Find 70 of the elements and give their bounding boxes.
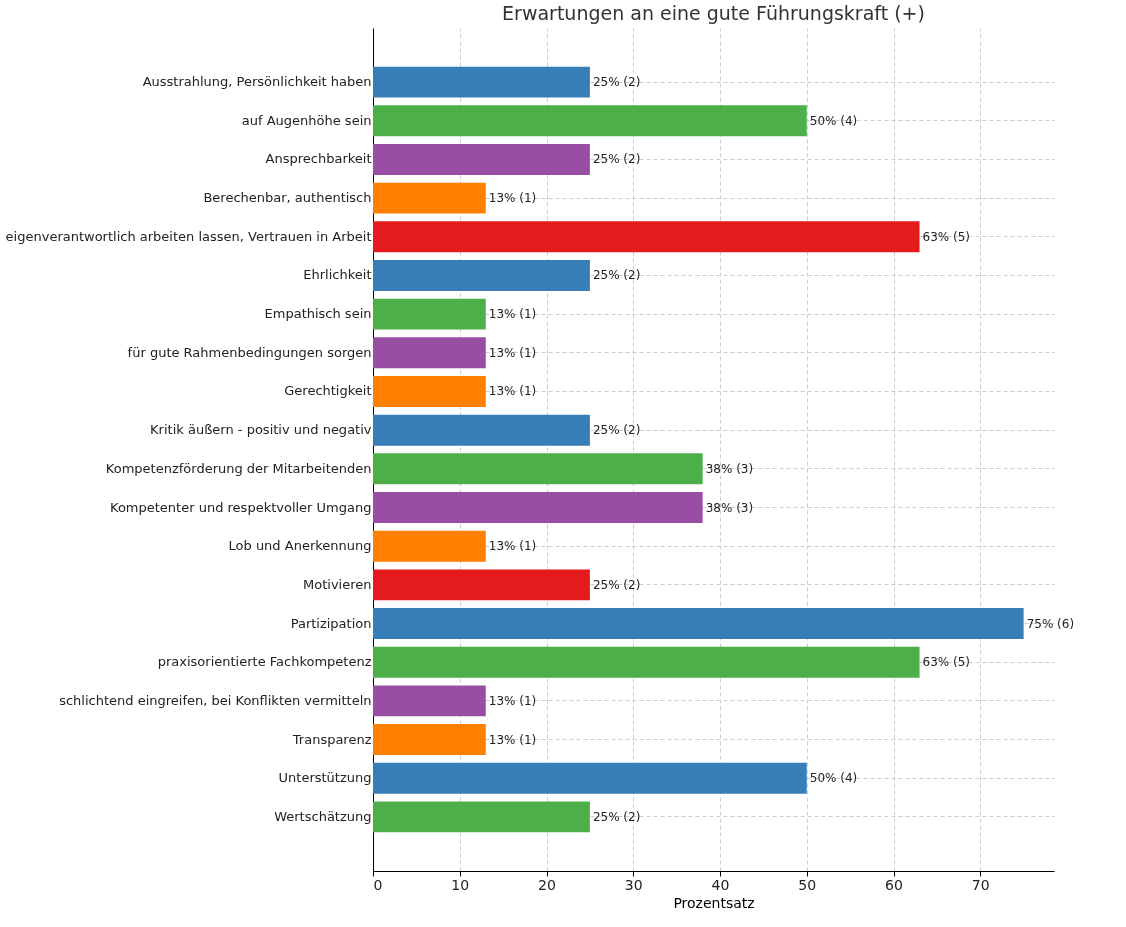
data-label: 13% (1) xyxy=(488,732,537,747)
data-label: 25% (2) xyxy=(592,268,641,283)
data-label: 63% (5) xyxy=(922,229,971,244)
bar xyxy=(373,569,590,601)
y-tick-label: auf Augenhöhe sein xyxy=(241,112,372,128)
bar xyxy=(373,801,590,833)
x-tick-label: 60 xyxy=(885,876,903,893)
data-label: 25% (2) xyxy=(592,577,641,592)
y-tick-label: Ansprechbarkeit xyxy=(265,151,372,167)
data-label: 63% (5) xyxy=(922,655,971,670)
data-label: 50% (4) xyxy=(809,771,858,786)
x-tick-label: 10 xyxy=(451,876,470,893)
bar xyxy=(373,66,590,98)
data-label: 13% (1) xyxy=(488,307,537,322)
x-tick-label: 30 xyxy=(624,876,643,893)
bar xyxy=(373,724,486,755)
data-label: 13% (1) xyxy=(488,345,537,360)
data-label: 38% (3) xyxy=(705,500,754,515)
y-tick-label: Ehrlichkeit xyxy=(303,267,372,283)
y-tick-label: Gerechtigkeit xyxy=(284,383,372,399)
y-tick-label: Transparenz xyxy=(291,731,372,747)
bar xyxy=(373,221,920,253)
y-tick-label: Kompetenzförderung der Mitarbeitenden xyxy=(105,460,372,476)
bar xyxy=(373,182,486,214)
y-tick-label: Berechenbar, authentisch xyxy=(203,190,372,206)
x-tick-label: 0 xyxy=(373,876,383,893)
data-label: 13% (1) xyxy=(488,191,537,206)
y-tick-label: Partizipation xyxy=(290,615,372,631)
y-tick-label: schlichtend eingreifen, bei Konflikten vermitteln xyxy=(59,692,372,708)
bar xyxy=(373,260,590,291)
data-label: 38% (3) xyxy=(705,461,754,476)
y-tick-label: Unterstützung xyxy=(278,770,372,786)
x-tick-label: 40 xyxy=(711,876,730,893)
bar xyxy=(373,646,920,678)
bar xyxy=(373,608,1024,639)
y-tick-label: praxisorientierte Fachkompetenz xyxy=(157,654,372,670)
data-label: 25% (2) xyxy=(592,809,641,824)
bar xyxy=(373,492,703,523)
y-tick-label: Kompetenter und respektvoller Umgang xyxy=(110,499,372,515)
y-tick-label: Motivieren xyxy=(303,576,372,592)
data-label: 13% (1) xyxy=(488,539,537,554)
data-label: 25% (2) xyxy=(592,152,641,167)
x-tick-label: 20 xyxy=(538,876,556,893)
bar xyxy=(373,298,486,330)
data-label: 75% (6) xyxy=(1026,616,1075,631)
bar xyxy=(373,337,486,369)
data-label: 13% (1) xyxy=(488,384,537,399)
y-tick-label: Ausstrahlung, Persönlichkeit haben xyxy=(142,74,372,90)
bar xyxy=(373,144,590,175)
x-tick-label: 70 xyxy=(971,876,990,893)
y-tick-label: Wertschätzung xyxy=(274,808,372,824)
bar xyxy=(373,453,703,485)
x-axis-title: Prozentsatz xyxy=(673,894,755,911)
y-tick-label: Lob und Anerkennung xyxy=(228,538,372,554)
data-label: 25% (2) xyxy=(592,423,641,438)
bar xyxy=(373,530,486,562)
data-label: 25% (2) xyxy=(592,75,641,90)
y-tick-label: für gute Rahmenbedingungen sorgen xyxy=(127,344,372,360)
y-tick-label: eigenverantwortlich arbeiten lassen, Vertrauen in Arbeit xyxy=(5,228,372,244)
bar xyxy=(373,762,807,794)
bar xyxy=(373,105,807,137)
bar xyxy=(373,685,486,717)
x-tick-label: 50 xyxy=(798,876,817,893)
chart-title: Erwartungen an eine gute Führungskraft (+) xyxy=(502,2,925,24)
bar xyxy=(373,414,590,446)
bar xyxy=(373,376,486,407)
y-tick-label: Kritik äußern - positiv und negativ xyxy=(150,422,372,438)
data-label: 50% (4) xyxy=(809,113,858,128)
data-label: 13% (1) xyxy=(488,693,537,708)
y-tick-label: Empathisch sein xyxy=(264,306,372,322)
